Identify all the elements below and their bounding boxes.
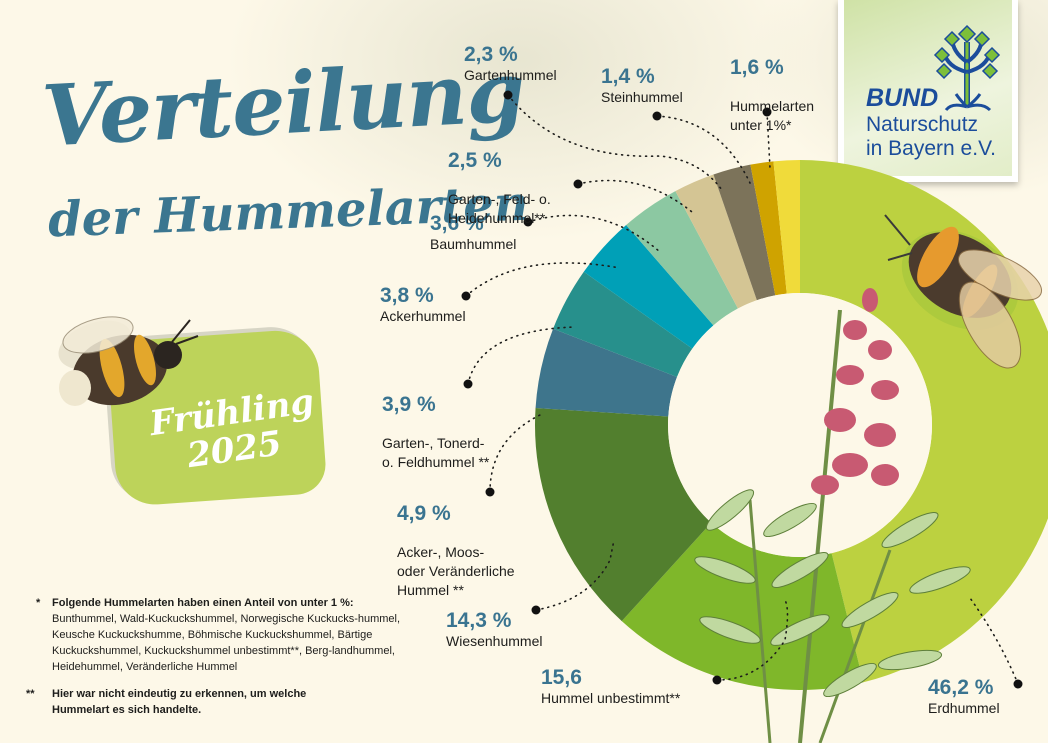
label-value: 3,9 % xyxy=(382,393,436,416)
label-garten-feld-heidehummel: 2,5 % Garten-, Feld- o. Heidehummel** xyxy=(448,131,551,246)
callout-dot-gartenhummel xyxy=(503,90,513,100)
donut-segment xyxy=(583,224,714,349)
label-value: 3,8 % xyxy=(380,284,434,307)
footnote-single-star: * Folgende Hummelarten haben einen Antei… xyxy=(30,596,425,676)
label-erdhummel: 46,2 % Erdhummel xyxy=(928,676,1000,718)
label-value: 15,6 xyxy=(541,666,582,689)
callout-dot-erdhummel xyxy=(1013,679,1023,689)
donut-segment xyxy=(675,174,757,309)
footnote-double-star: ** Hier war nicht eindeutig zu erkennen,… xyxy=(26,687,330,719)
bumblebee-illustration-large xyxy=(884,214,1042,369)
label-name: Baumhummel xyxy=(430,236,517,253)
donut-segment xyxy=(535,407,712,622)
callout-dot-baumhummel xyxy=(523,217,533,227)
label-wiesenhummel: 14,3 % Wiesenhummel xyxy=(446,609,542,651)
label-name: Garten-, Feld- o. Heidehummel** xyxy=(448,191,551,226)
label-value: 3,6 % xyxy=(430,212,484,235)
label-name: Hummel unbestimmt** xyxy=(541,690,681,707)
logo-line-1: Naturschutz xyxy=(866,113,979,136)
donut-segment xyxy=(750,161,787,296)
label-value: 4,9 % xyxy=(397,502,451,525)
callout-dot-wiesenhummel xyxy=(531,605,541,615)
label-name: Ackerhummel xyxy=(380,308,466,325)
label-value: 1,4 % xyxy=(601,65,655,88)
label-name: Hummelarten unter 1%* xyxy=(730,98,815,133)
label-name: Acker-, Moos- oder Veränderliche Hummel … xyxy=(397,544,515,598)
label-value: 1,6 % xyxy=(730,56,784,79)
footnote-mark: ** xyxy=(26,688,35,700)
label-value: 14,3 % xyxy=(446,609,512,632)
callout-dot-steinhummel xyxy=(652,111,662,121)
footnote-heading: Folgende Hummelarten haben einen Anteil … xyxy=(52,597,354,609)
label-steinhummel: 1,4 % Steinhummel xyxy=(601,65,683,107)
callout-dot-unter-1 xyxy=(762,107,772,117)
callout-dot-ackerhummel xyxy=(461,291,471,301)
linden-tree-icon xyxy=(933,24,1001,112)
label-name: Steinhummel xyxy=(601,89,683,106)
label-name: Gartenhummel xyxy=(464,67,557,84)
bumblebee-illustration-small xyxy=(58,316,199,406)
callout-dot-unbestimmt xyxy=(712,675,722,685)
callout-dot-garten-tonerd xyxy=(463,379,473,389)
callout-dot-garten-feld xyxy=(573,179,583,189)
label-hummelarten-unter-1: 1,6 % Hummelarten unter 1%* xyxy=(730,38,814,153)
label-value: 2,5 % xyxy=(448,149,502,172)
callout-dot-acker-moos xyxy=(485,487,495,497)
sainfoin-plant-illustration xyxy=(694,288,971,743)
label-name: Wiesenhummel xyxy=(446,633,543,650)
logo-line-2: in Bayern e.V. xyxy=(866,137,996,160)
label-baumhummel: 3,6 % Baumhummel xyxy=(430,212,516,254)
label-hummel-unbestimmt: 15,6 Hummel unbestimmt** xyxy=(541,666,680,708)
footnote-body: Bunthummel, Wald-Kuckuckshummel, Norwegi… xyxy=(52,612,401,673)
donut-segment xyxy=(713,164,776,301)
donut-segment xyxy=(773,160,800,294)
label-value: 46,2 % xyxy=(928,676,994,699)
donut-segment xyxy=(626,191,738,326)
footnote-mark: * xyxy=(36,597,41,609)
donut-hole xyxy=(668,293,932,557)
label-value: 2,3 % xyxy=(464,43,518,66)
footnote-body: Hier war nicht eindeutig zu erkennen, um… xyxy=(52,688,307,716)
label-gartenhummel: 2,3 % Gartenhummel xyxy=(464,43,557,85)
donut-segment xyxy=(553,271,693,378)
logo-brand: BUND xyxy=(866,84,939,112)
label-name: Garten-, Tonerd- o. Feldhummel ** xyxy=(382,435,490,470)
label-name: Erdhummel xyxy=(928,700,1000,717)
bund-naturschutz-logo: BUND Naturschutz in Bayern e.V. xyxy=(838,0,1018,182)
label-garten-tonerd-feldhummel: 3,9 % Garten-, Tonerd- o. Feldhummel ** xyxy=(382,375,489,490)
label-acker-moos-veraenderliche: 4,9 % Acker-, Moos- oder Veränderliche H… xyxy=(397,484,515,618)
donut-segment xyxy=(535,328,678,417)
label-ackerhummel: 3,8 % Ackerhummel xyxy=(380,284,466,326)
